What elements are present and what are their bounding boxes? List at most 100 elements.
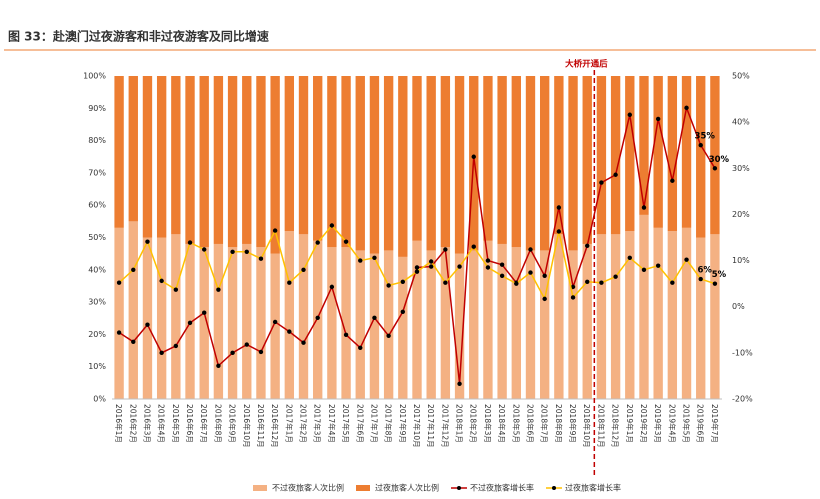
line-point: [655, 116, 661, 122]
x-tick-label: 2017年12月: [440, 404, 450, 448]
line-point: [613, 274, 618, 279]
y2-tick-label: 40%: [732, 118, 750, 127]
line-point: [613, 172, 618, 177]
line-point: [145, 239, 150, 244]
y2-tick-label: 0%: [732, 302, 745, 311]
line-point: [428, 264, 434, 269]
bar-segment: [568, 250, 578, 399]
bar-segment: [227, 76, 238, 248]
y-tick-label: 0%: [93, 395, 106, 404]
annotation: 大桥开通后: [565, 59, 608, 70]
legend-swatch: [457, 486, 461, 490]
data-label: 5%: [712, 270, 727, 280]
line-point: [315, 315, 320, 320]
y-tick-label: 70%: [88, 168, 106, 177]
x-tick-label: 2018年4月: [497, 404, 507, 443]
bar-segment: [298, 234, 309, 399]
line-point: [585, 279, 590, 284]
bar-segment: [114, 227, 124, 399]
bar-segment: [185, 76, 195, 244]
legend-swatch: [356, 485, 370, 491]
line-point: [570, 295, 576, 300]
x-tick-label: 2016年3月: [142, 404, 152, 443]
bar-segment: [327, 76, 337, 248]
line-point: [202, 310, 207, 315]
line-point: [570, 284, 576, 290]
bar-segment: [355, 76, 365, 251]
line-point: [216, 287, 221, 292]
data-label: 6%: [698, 266, 713, 276]
x-tick-label: 2018年8月: [554, 404, 564, 443]
y-tick-label: 100%: [83, 72, 106, 81]
line-point: [244, 249, 249, 255]
line-point: [514, 281, 519, 286]
bar-segment: [398, 76, 408, 257]
line-point: [216, 363, 221, 368]
line-point: [145, 322, 150, 327]
line-point: [599, 280, 604, 285]
line-point: [414, 269, 420, 274]
x-tick-label: 2017年3月: [313, 404, 323, 443]
line-point: [499, 273, 505, 278]
bar-segment: [440, 247, 451, 399]
x-tick-label: 2016年8月: [213, 404, 223, 443]
line-point: [187, 320, 193, 326]
y2-tick-label: -10%: [732, 348, 753, 357]
line-point: [230, 249, 235, 255]
line-point: [230, 350, 235, 356]
bar-segment: [639, 76, 649, 215]
bar-segment: [327, 247, 337, 399]
bar-segment: [242, 76, 252, 244]
bar-segment: [454, 76, 465, 254]
bar-segment: [383, 250, 394, 399]
line-point: [272, 228, 278, 233]
bar-segment: [412, 76, 422, 241]
bar-segment: [213, 243, 224, 399]
line-point: [542, 273, 547, 278]
line-point: [627, 112, 632, 117]
line-point: [301, 340, 306, 345]
bar-segment: [710, 234, 720, 399]
line-point: [287, 329, 292, 334]
legend-label: 不过夜旅客增长率: [470, 483, 534, 493]
x-tick-label: 2016年11月: [256, 404, 266, 448]
y-tick-label: 50%: [88, 233, 106, 242]
bar-segment: [355, 250, 365, 399]
x-tick-label: 2016年12月: [270, 404, 280, 448]
bar-segment: [568, 76, 578, 251]
x-tick-label: 2018年5月: [511, 404, 521, 443]
line-point: [116, 280, 122, 285]
bar-segment: [369, 76, 380, 254]
line-point: [556, 205, 562, 210]
y-tick-label: 20%: [88, 330, 106, 339]
bar-segment: [667, 76, 678, 232]
y-tick-label: 90%: [88, 104, 106, 113]
y-tick-label: 80%: [88, 136, 106, 145]
bar-segment: [554, 76, 564, 235]
bar-segment: [284, 231, 295, 399]
line-point: [329, 223, 335, 228]
bar-segment: [171, 76, 181, 235]
x-tick-label: 2017年2月: [299, 404, 309, 443]
x-tick-label: 2018年7月: [540, 404, 550, 443]
line-point: [457, 264, 462, 269]
line-point: [428, 259, 434, 264]
line-point: [443, 247, 448, 252]
bar-segment: [114, 76, 124, 228]
y2-tick-label: 30%: [732, 164, 750, 173]
x-tick-label: 2018年12月: [611, 404, 621, 448]
x-tick-label: 2016年9月: [228, 404, 238, 443]
bar-segment: [497, 76, 507, 244]
x-tick-label: 2018年11月: [596, 404, 606, 448]
bar-segment: [653, 227, 663, 399]
bar-segment: [625, 231, 635, 399]
x-tick-label: 2016年1月: [114, 404, 124, 443]
bar-segment: [171, 234, 181, 399]
line-point: [556, 229, 562, 234]
bar-segment: [156, 76, 167, 238]
y2-tick-label: -20%: [732, 395, 753, 404]
line-point: [329, 284, 335, 290]
line-point: [414, 265, 420, 270]
line-point: [670, 280, 675, 285]
x-tick-label: 2016年5月: [171, 404, 181, 443]
